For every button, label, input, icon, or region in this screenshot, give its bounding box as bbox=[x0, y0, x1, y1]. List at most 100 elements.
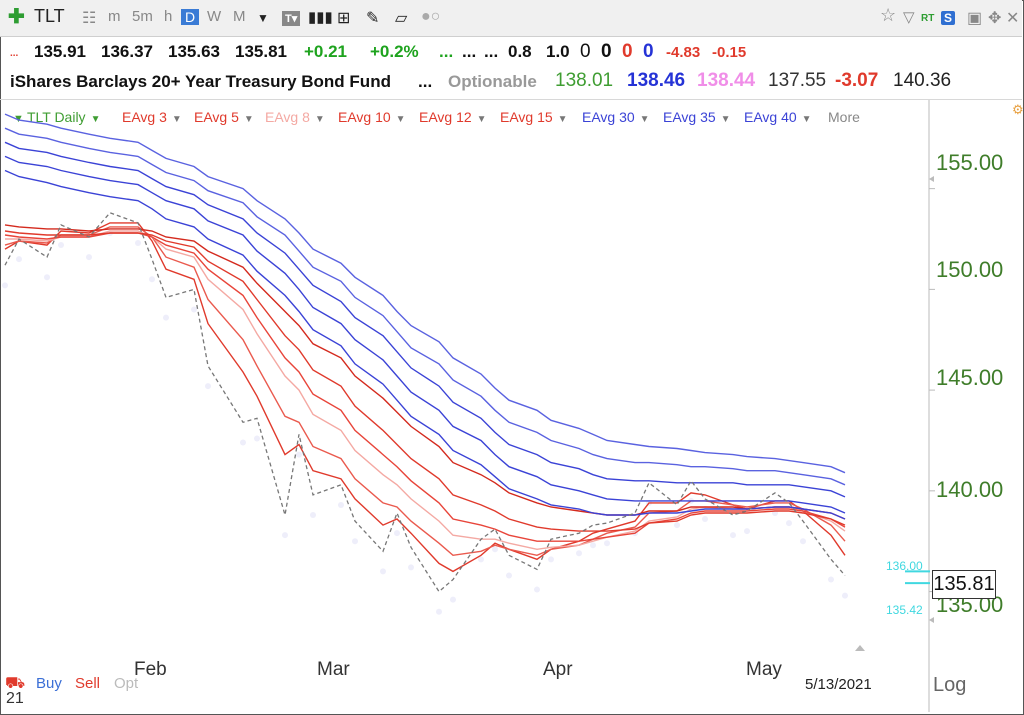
legend-eavg-5[interactable]: EAvg 5 ▼ bbox=[194, 109, 254, 125]
legend-eavg-3-label: EAvg 3 bbox=[122, 109, 167, 125]
fund-dots: ... bbox=[418, 72, 433, 91]
corner-label: 21 bbox=[6, 690, 24, 707]
quote-p2: 138.46 bbox=[627, 70, 686, 91]
legend-eavg-5-label: EAvg 5 bbox=[194, 109, 239, 125]
interval-m[interactable]: m bbox=[108, 8, 121, 25]
move-icon[interactable]: ✥ bbox=[988, 10, 1002, 27]
quote-n1: -4.83 bbox=[666, 44, 701, 61]
legend-eavg-8[interactable]: EAvg 8 ▼ bbox=[265, 109, 325, 125]
x-tick-label-apr: Apr bbox=[543, 659, 573, 680]
filter-icon[interactable]: ▽ bbox=[903, 9, 915, 26]
legend-eavg-40-label: EAvg 40 bbox=[744, 109, 797, 125]
quote-v2: 1.0 bbox=[546, 42, 570, 61]
fund-name: iShares Barclays 20+ Year Treasury Bond … bbox=[10, 72, 391, 91]
rt-badge[interactable]: RT bbox=[921, 13, 935, 24]
quote-zero-3: 0 bbox=[622, 41, 633, 62]
dropdown-icon[interactable]: ▼ bbox=[257, 11, 269, 25]
legend-eavg-35-dropdown-icon: ▼ bbox=[720, 114, 731, 125]
x-tick-label-feb: Feb bbox=[134, 659, 167, 680]
text-tool-icon[interactable]: T▾ bbox=[282, 11, 301, 26]
buy-button[interactable]: Buy bbox=[36, 675, 62, 692]
legend-eavg-30-label: EAvg 30 bbox=[582, 109, 635, 125]
log-scale-button[interactable]: Log bbox=[933, 674, 967, 696]
legend-main-dropdown-icon: ▼ bbox=[90, 114, 101, 125]
toolbar: ✚ TLT ☷ m 5m h D W M ▼ T▾ ▮▮▮ ⊞ ✎ ▱ ●○ ☆… bbox=[0, 0, 1022, 37]
interval-5m[interactable]: 5m bbox=[132, 8, 153, 25]
quote-row-1: ... 135.91 136.37 135.63 135.81 +0.21 +0… bbox=[0, 41, 930, 66]
legend-eavg-10[interactable]: EAvg 10 ▼ bbox=[338, 109, 406, 125]
header-divider bbox=[0, 99, 1022, 100]
quote-zero-1: 0 bbox=[580, 41, 591, 62]
sell-button[interactable]: Sell bbox=[75, 675, 101, 692]
legend-eavg-12-dropdown-icon: ▼ bbox=[476, 114, 487, 125]
legend-eavg-40[interactable]: EAvg 40 ▼ bbox=[744, 109, 812, 125]
quote-n2: -0.15 bbox=[712, 44, 747, 61]
quote-close: 135.81 bbox=[235, 42, 287, 61]
y-tick-label-150: 150.00 bbox=[936, 257, 1004, 282]
trade-icon[interactable]: ⛟ bbox=[5, 675, 26, 692]
quote-row-2: iShares Barclays 20+ Year Treasury Bond … bbox=[0, 70, 951, 96]
interval-h[interactable]: h bbox=[164, 8, 173, 25]
legend-eavg-30[interactable]: EAvg 30 ▼ bbox=[582, 109, 650, 125]
save-icon[interactable]: ▣ bbox=[967, 10, 983, 27]
s-button[interactable]: S bbox=[941, 11, 956, 25]
legend-eavg-10-dropdown-icon: ▼ bbox=[395, 114, 406, 125]
interval-w[interactable]: W bbox=[207, 8, 222, 25]
quote-p3: 138.44 bbox=[697, 70, 756, 91]
legend-eavg-15[interactable]: EAvg 15 ▼ bbox=[500, 109, 568, 125]
legend-eavg-35[interactable]: EAvg 35 ▼ bbox=[663, 109, 731, 125]
star-icon[interactable]: ☆ bbox=[880, 5, 897, 25]
quote-zero-2: 0 bbox=[601, 41, 612, 62]
bar-chart-icon[interactable]: ▮▮▮ bbox=[308, 9, 333, 26]
quote-dots-2: ... bbox=[439, 42, 454, 61]
symbol-input[interactable]: TLT bbox=[34, 6, 65, 26]
quote-open: 135.91 bbox=[34, 42, 86, 61]
add-icon[interactable]: ✚ bbox=[8, 6, 25, 28]
legend-eavg-40-dropdown-icon: ▼ bbox=[801, 114, 812, 125]
legend-eavg-12[interactable]: EAvg 12 ▼ bbox=[419, 109, 487, 125]
optionable-label: Optionable bbox=[448, 72, 537, 91]
quote-p4: 137.55 bbox=[768, 70, 827, 91]
legend-eavg-8-dropdown-icon: ▼ bbox=[314, 114, 325, 125]
interval-mo[interactable]: M bbox=[233, 8, 246, 25]
legend-main-arrow: ▼ bbox=[13, 113, 27, 125]
quote-change-pct: +0.2% bbox=[370, 42, 419, 61]
quote-p6: 140.36 bbox=[893, 70, 952, 91]
legend-eavg-35-label: EAvg 35 bbox=[663, 109, 716, 125]
legend-eavg-30-dropdown-icon: ▼ bbox=[639, 114, 650, 125]
legend-eavg-15-label: EAvg 15 bbox=[500, 109, 553, 125]
quote-dots-4: ... bbox=[484, 42, 499, 61]
quote-dots: ... bbox=[10, 48, 19, 59]
quote-low: 135.63 bbox=[168, 42, 220, 61]
legend-more[interactable]: More bbox=[828, 109, 860, 125]
current-price-box: 135.81 bbox=[932, 570, 996, 599]
quote-p1: 138.01 bbox=[555, 70, 614, 91]
settings-icon[interactable]: ⚙ bbox=[1012, 102, 1024, 117]
legend-eavg-8-label: EAvg 8 bbox=[265, 109, 310, 125]
interval-d[interactable]: D bbox=[181, 9, 200, 25]
toggle-icon[interactable]: ●○ bbox=[421, 8, 441, 25]
legend-eavg-15-dropdown-icon: ▼ bbox=[557, 114, 568, 125]
legend-eavg-3-dropdown-icon: ▼ bbox=[171, 114, 182, 125]
price-marker-high: 136.00 bbox=[886, 559, 923, 573]
pencil-icon[interactable]: ✎ bbox=[366, 10, 380, 27]
y-tick-label-155: 155.00 bbox=[936, 150, 1004, 175]
quote-p5: -3.07 bbox=[835, 70, 879, 91]
quote-dots-3: ... bbox=[462, 42, 477, 61]
grid-icon[interactable]: ☷ bbox=[82, 10, 97, 27]
opt-button[interactable]: Opt bbox=[114, 675, 139, 692]
legend-eavg-5-dropdown-icon: ▼ bbox=[243, 114, 254, 125]
quote-high: 136.37 bbox=[101, 42, 153, 61]
x-tick-label-mar: Mar bbox=[317, 659, 350, 680]
legend-main[interactable]: ▼ TLT Daily ▼ bbox=[13, 109, 100, 125]
legend-eavg-10-label: EAvg 10 bbox=[338, 109, 391, 125]
close-icon[interactable]: ✕ bbox=[1006, 10, 1020, 27]
legend-eavg-3[interactable]: EAvg 3 ▼ bbox=[122, 109, 182, 125]
x-tick-label-may: May bbox=[746, 659, 782, 680]
table-icon[interactable]: ⊞ bbox=[337, 10, 351, 27]
y-tick-label-140: 140.00 bbox=[936, 477, 1004, 502]
price-marker-low: 135.42 bbox=[886, 603, 923, 617]
y-tick-label-145: 145.00 bbox=[936, 365, 1004, 390]
note-icon[interactable]: ▱ bbox=[395, 10, 408, 27]
